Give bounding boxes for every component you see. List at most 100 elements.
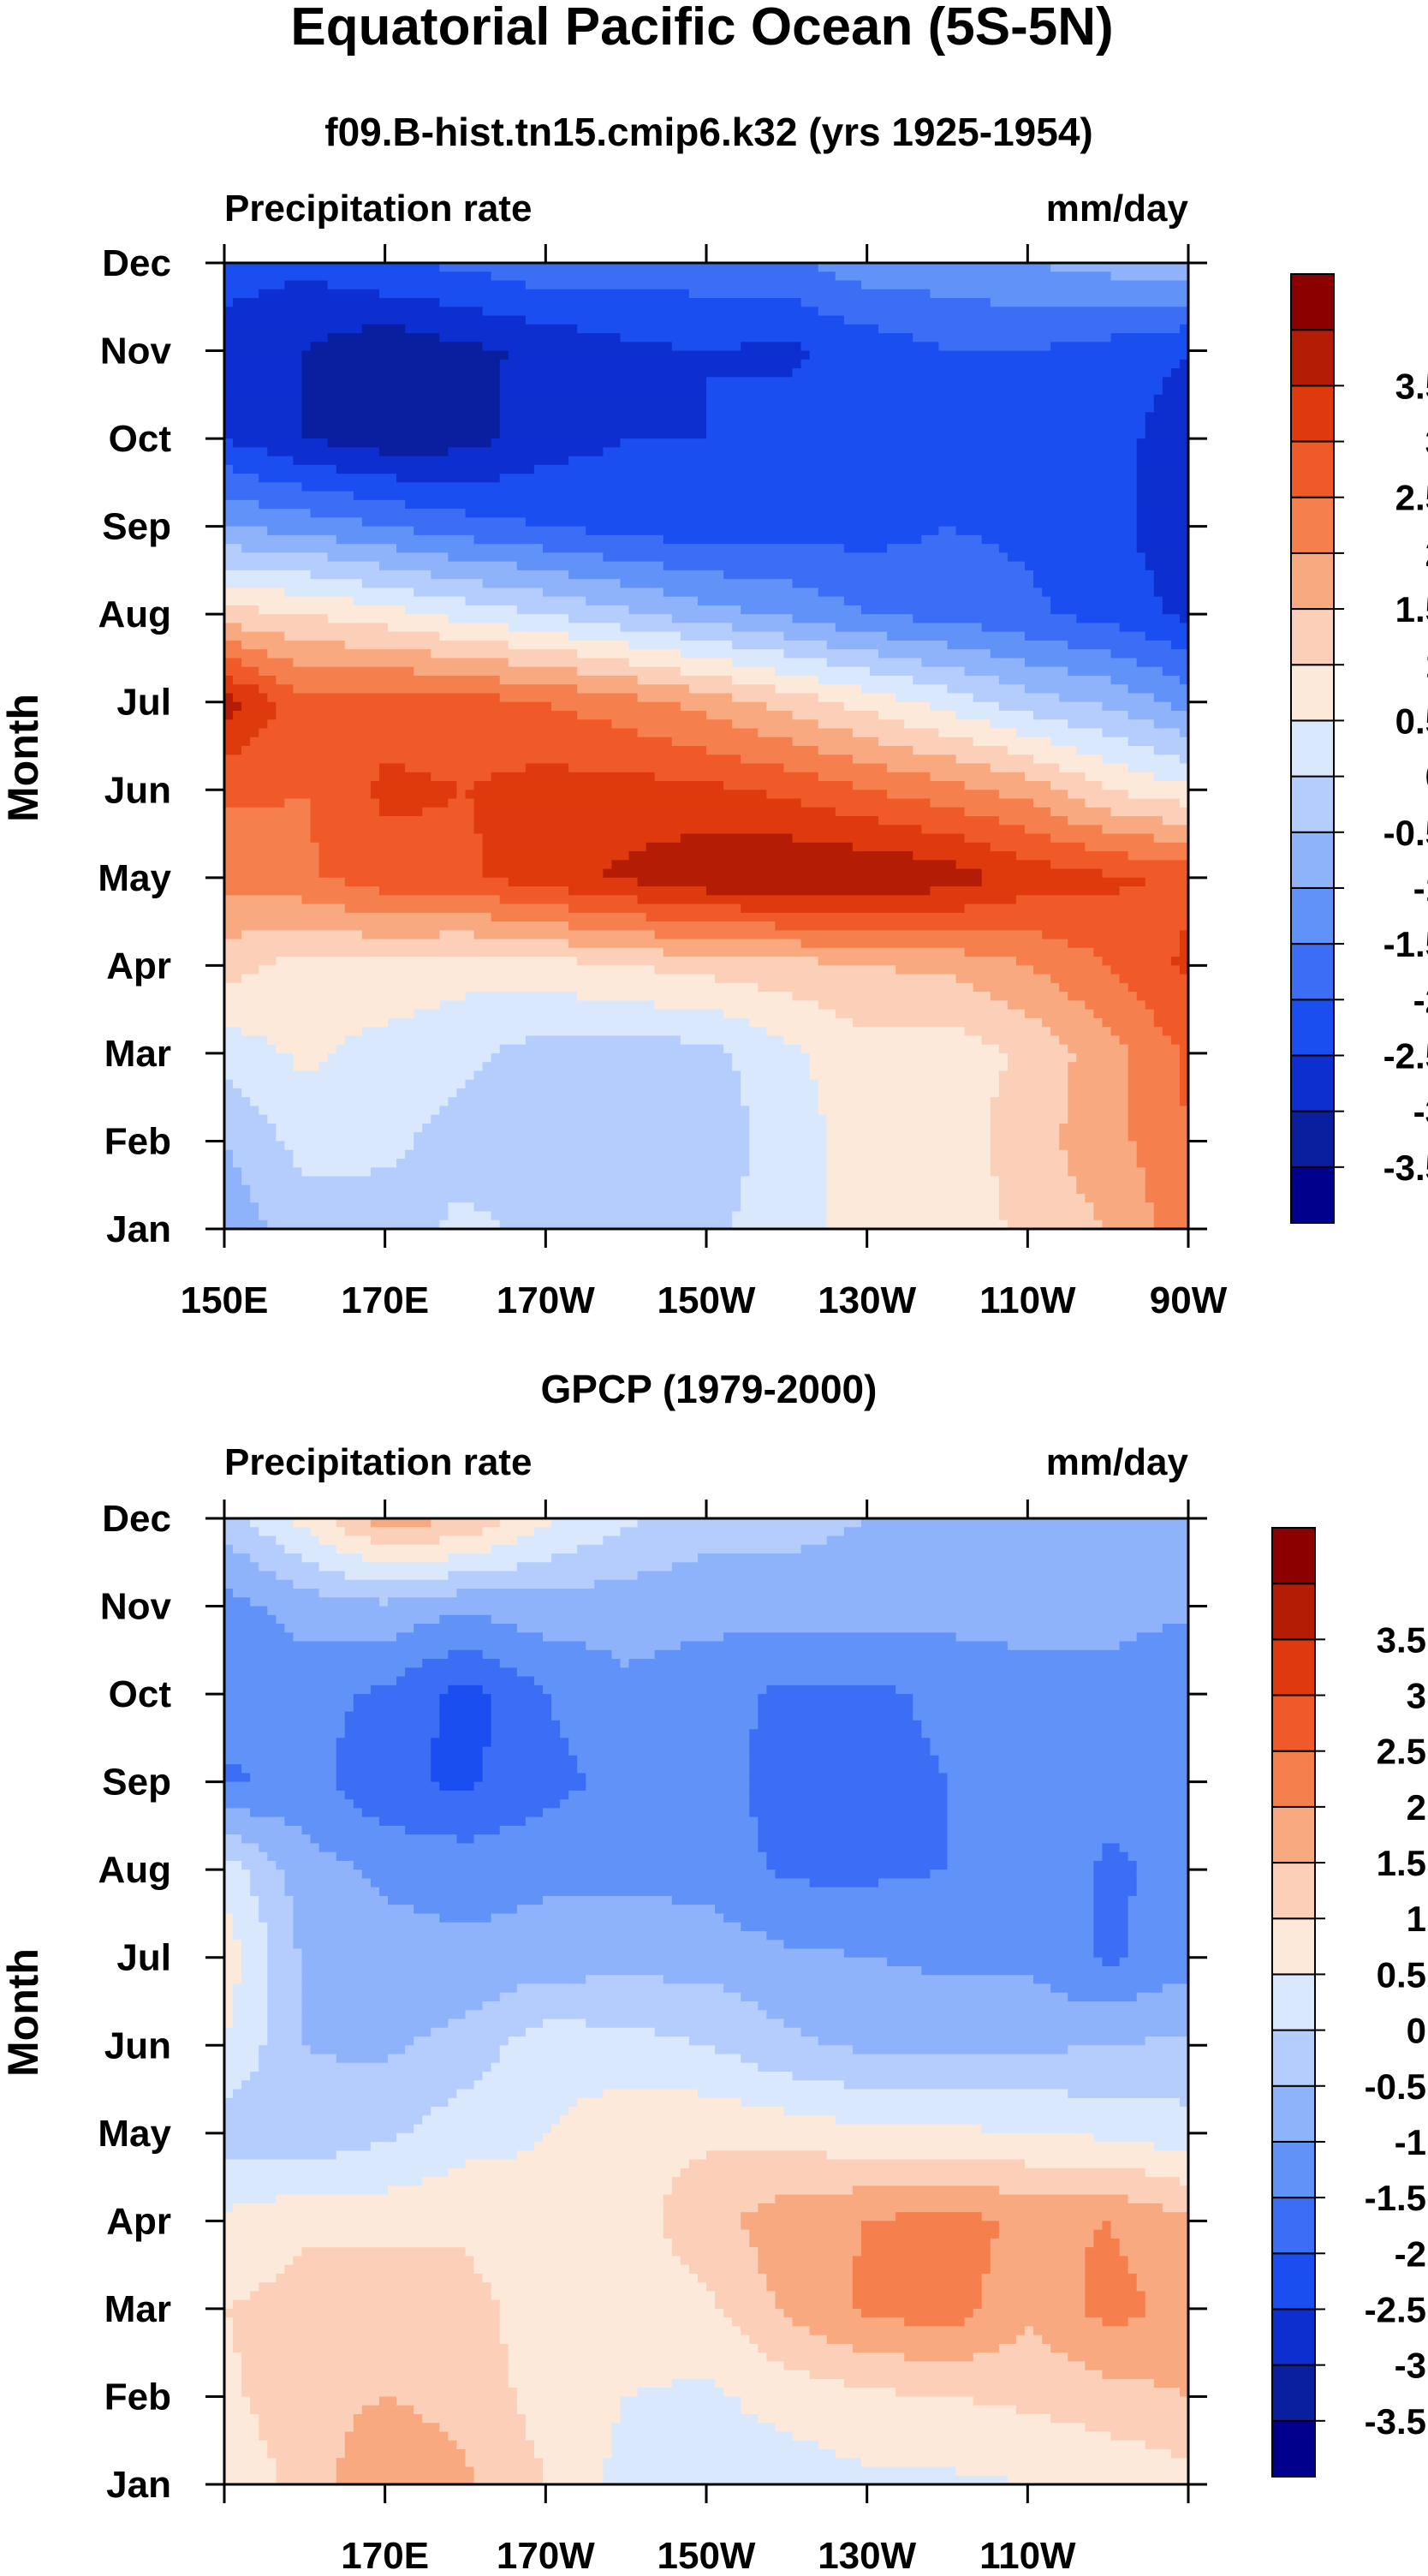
contour-cell <box>259 2062 492 2072</box>
contour-cell <box>224 412 303 422</box>
contour-cell <box>990 1149 1068 1160</box>
contour-cell <box>741 2097 1181 2108</box>
contour-cell <box>439 1702 492 1713</box>
contour-cell <box>259 2045 312 2055</box>
contour-cell <box>388 1017 750 1028</box>
contour-cell <box>1128 736 1189 747</box>
contour-cell <box>224 385 303 396</box>
contour-cell <box>405 1825 501 1835</box>
contour-cell <box>233 2299 501 2310</box>
contour-cell <box>758 1816 949 1827</box>
contour-cell <box>826 640 949 650</box>
contour-cell <box>293 1930 767 1941</box>
contour-cell <box>586 1641 681 1651</box>
contour-cell <box>818 675 913 685</box>
y-tick-label: Mar <box>104 2288 171 2330</box>
contour-cell <box>473 2080 845 2090</box>
contour-cell <box>414 587 544 598</box>
contour-cell <box>818 957 1017 966</box>
contour-cell <box>388 2185 673 2196</box>
contour-cell <box>775 1869 931 1880</box>
contour-cell <box>628 605 741 615</box>
contour-cell <box>224 474 259 483</box>
contour-cell <box>723 1009 836 1019</box>
contour-cell <box>388 1895 544 1905</box>
contour-cell <box>1110 649 1189 659</box>
contour-cell <box>1119 886 1189 896</box>
contour-cell <box>439 1535 518 1546</box>
contour-cell <box>1050 342 1189 352</box>
contour-cell <box>224 895 303 905</box>
contour-cell <box>499 1044 724 1054</box>
contour-cell <box>1007 1000 1086 1011</box>
contour-cell <box>826 1167 991 1178</box>
contour-cell <box>267 1992 303 2002</box>
contour-cell <box>723 1913 1095 1923</box>
contour-cell <box>1110 333 1189 343</box>
contour-cell <box>241 1860 277 1870</box>
contour-cell <box>516 2405 622 2415</box>
contour-cell <box>439 1694 492 1703</box>
contour-cell <box>921 1729 1189 1738</box>
contour-cell <box>758 2062 1189 2072</box>
contour-cell <box>706 420 1146 431</box>
contour-cell <box>259 2413 354 2424</box>
contour-cell <box>301 2036 414 2046</box>
contour-cell <box>852 2273 983 2283</box>
contour-cell <box>1059 1132 1129 1142</box>
contour-cell <box>749 1799 949 1809</box>
contour-cell <box>224 2466 277 2477</box>
contour-cell <box>1059 763 1129 773</box>
contour-cell <box>1033 2326 1189 2336</box>
contour-cell <box>1179 2388 1189 2398</box>
contour-cell <box>344 640 509 650</box>
contour-cell <box>1042 930 1181 940</box>
contour-cell <box>224 2185 389 2196</box>
colorbar-box <box>1271 2197 1316 2255</box>
colorbar-label: 1 <box>1407 1899 1426 1939</box>
colorbar-label: 2 <box>1425 534 1428 574</box>
contour-cell <box>508 2352 767 2363</box>
contour-cell <box>1145 631 1189 641</box>
contour-cell <box>293 2256 475 2266</box>
contour-cell <box>1136 544 1189 553</box>
contour-cell <box>301 2027 431 2037</box>
contour-cell <box>741 1079 819 1089</box>
contour-cell <box>396 2132 544 2143</box>
contour-cell <box>224 307 484 317</box>
contour-cell <box>568 2107 785 2116</box>
contour-cell <box>224 1825 303 1835</box>
contour-cell <box>904 2352 974 2363</box>
contour-cell <box>276 2475 337 2485</box>
contour-cell <box>1153 579 1189 589</box>
contour-cell <box>336 1755 431 1765</box>
contour-cell <box>741 1070 811 1081</box>
contour-cell <box>396 2396 518 2406</box>
contour-cell <box>491 1720 561 1730</box>
figure-title: Equatorial Pacific Ocean (5S-5N) <box>290 0 1113 57</box>
contour-cell <box>955 2466 1189 2477</box>
contour-cell <box>1179 675 1189 685</box>
contour-cell <box>224 2361 242 2371</box>
contour-cell <box>1145 561 1189 571</box>
contour-cell <box>551 701 681 712</box>
contour-cell <box>749 1123 828 1133</box>
contour-cell <box>499 1659 622 1668</box>
contour-cell <box>491 1913 724 1923</box>
contour-cell <box>568 631 681 641</box>
contour-cell <box>1170 640 1189 650</box>
panel-gpcp-right-string: mm/day <box>1046 1441 1189 1483</box>
contour-cell <box>224 1132 277 1142</box>
contour-cell <box>818 719 905 730</box>
contour-cell <box>233 1589 320 1598</box>
contour-cell <box>852 728 940 738</box>
contour-cell <box>706 710 794 720</box>
contour-cell <box>758 1843 949 1853</box>
contour-cell <box>611 860 957 870</box>
contour-cell <box>1093 1940 1129 1950</box>
contour-cell <box>301 2001 484 2011</box>
contour-cell <box>1110 2431 1189 2442</box>
contour-cell <box>895 965 1034 975</box>
contour-cell <box>473 1202 741 1213</box>
contour-cell <box>482 860 613 870</box>
